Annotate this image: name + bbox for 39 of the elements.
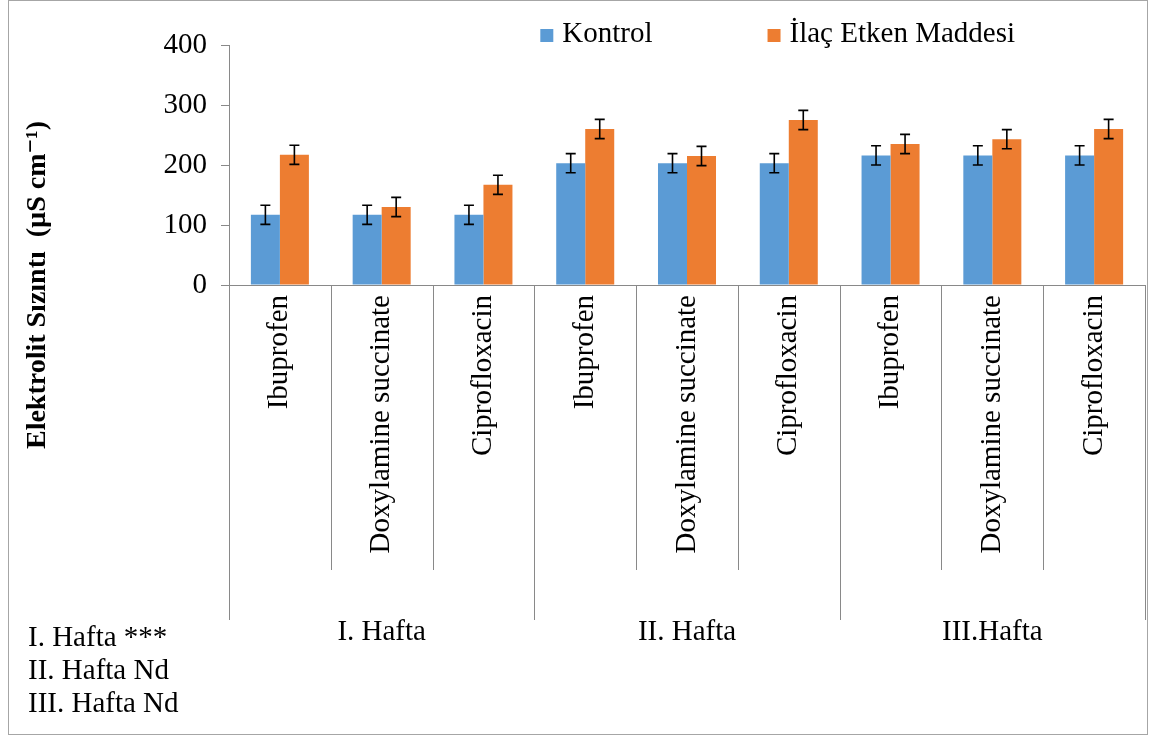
x-tick-label: Doxylamine succinate <box>973 295 1006 554</box>
x-tick-label: Ciprofloxacin <box>770 294 803 457</box>
text: I. Hafta <box>337 613 427 646</box>
text: I. Hafta *** II. Hafta Nd III. Hafta Nd <box>28 619 180 718</box>
x-tick-label: Ibuprofen <box>566 294 599 410</box>
x-tick-label: Ibuprofen <box>872 294 905 410</box>
bar <box>788 120 818 285</box>
bar <box>250 214 280 285</box>
bar <box>483 184 513 285</box>
bar <box>992 139 1022 285</box>
bar <box>585 129 615 285</box>
x-tick-label: Ciprofloxacin <box>1075 294 1108 457</box>
x-tick-label: Ibuprofen <box>261 294 294 410</box>
bar <box>1065 155 1095 285</box>
x-tick-label: Doxylamine succinate <box>668 295 701 554</box>
bar <box>861 155 891 285</box>
bar <box>352 214 382 285</box>
y-tick-label: 0 <box>192 266 207 299</box>
legend-label: Kontrol <box>562 15 653 48</box>
bar <box>1094 129 1124 285</box>
bar <box>759 163 789 285</box>
x-tick-label: Ciprofloxacin <box>465 294 498 457</box>
x-tick-label: Doxylamine succinate <box>363 295 396 554</box>
bar <box>381 207 411 285</box>
legend-label: İlaç Etken Maddesi <box>789 15 1016 48</box>
bar <box>890 144 920 285</box>
y-tick-label: 300 <box>163 86 207 119</box>
bar <box>556 163 586 285</box>
y-tick-label: 200 <box>163 146 207 179</box>
bar <box>687 156 717 285</box>
bar <box>454 214 484 285</box>
text: III.Hafta <box>942 613 1043 646</box>
text: II. Hafta <box>637 613 737 646</box>
bar <box>963 155 993 285</box>
y-tick-label: 100 <box>163 206 207 239</box>
bar <box>279 154 309 285</box>
y-tick-label: 400 <box>163 26 207 59</box>
y-axis-title: Elektrolit Sızıntı (µS cm⁻¹) <box>20 120 52 450</box>
bar <box>657 163 687 285</box>
